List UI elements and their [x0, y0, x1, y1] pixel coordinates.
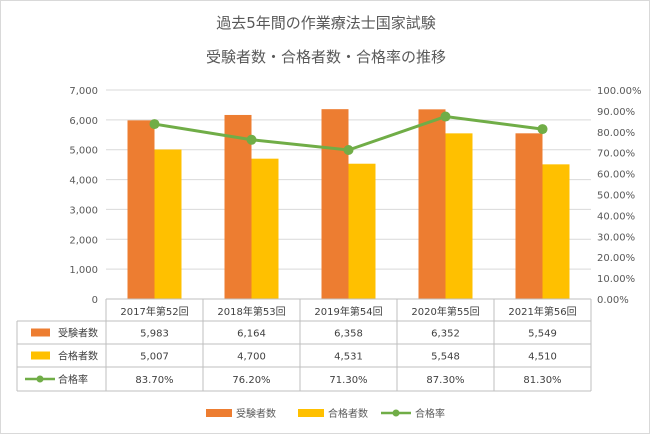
y-right-tick-label: 90.00% — [597, 107, 635, 118]
y-left-tick-label: 1,000 — [69, 265, 98, 276]
rate-point — [440, 111, 451, 122]
y-axis-left: 0 1,000 2,000 3,000 4,000 5,000 6,000 7,000 — [69, 86, 98, 306]
y-right-tick-label: 50.00% — [597, 191, 635, 202]
legend-label: 受験者数 — [236, 407, 276, 420]
y-axis-right: 0.00% 10.00% 20.00% 30.00% 40.00% 50.00% 60.00… — [597, 86, 642, 306]
y-left-tick-label: 2,000 — [69, 235, 98, 246]
bar-passers — [542, 164, 570, 299]
y-right-tick-label: 0.00% — [597, 295, 629, 306]
table-cell: 5,549 — [528, 329, 557, 340]
table-cell: 4,531 — [334, 352, 363, 363]
table-cell: 5,007 — [140, 352, 169, 363]
bar-passers — [251, 158, 279, 299]
y-right-tick-label: 70.00% — [597, 149, 635, 160]
legend-marker — [392, 409, 400, 417]
bar-passers — [154, 149, 182, 299]
y-right-tick-label: 100.00% — [597, 86, 642, 97]
table-cell: 4,510 — [528, 352, 557, 363]
table-key-swatch — [31, 351, 50, 360]
bar-passers — [348, 163, 376, 299]
y-right-tick-label: 40.00% — [597, 211, 635, 222]
table-cell: 6,352 — [431, 329, 460, 340]
legend-swatch — [298, 409, 324, 417]
legend-label: 合格率 — [415, 407, 445, 420]
category-label: 2020年第55回 — [411, 305, 479, 318]
table-cell: 83.70% — [135, 375, 173, 386]
table-cell: 81.30% — [523, 375, 561, 386]
y-right-tick-label: 60.00% — [597, 170, 635, 181]
data-table: 2017年第52回 2018年第53回 2019年第54回 2020年第55回 2021… — [16, 298, 592, 392]
y-left-tick-label: 0 — [92, 295, 98, 306]
bar-passers — [445, 133, 473, 299]
category-label: 2019年第54回 — [314, 305, 382, 318]
table-cell: 5,548 — [431, 352, 460, 363]
table-cell: 71.30% — [329, 375, 367, 386]
y-left-tick-label: 5,000 — [69, 146, 98, 157]
category-label: 2021年第56回 — [508, 305, 576, 318]
y-left-tick-label: 7,000 — [69, 86, 98, 97]
rate-point — [246, 134, 257, 145]
table-cell: 76.20% — [232, 375, 270, 386]
bars — [127, 109, 570, 299]
legend-swatch — [206, 409, 232, 417]
y-right-tick-label: 80.00% — [597, 128, 635, 139]
legend: 受験者数 合格者数 合格率 — [206, 407, 445, 420]
chart-title-line2: 受験者数・合格者数・合格率の推移 — [206, 48, 446, 66]
y-right-tick-label: 10.00% — [597, 274, 635, 285]
bar-examinees — [321, 109, 349, 299]
category-label: 2018年第53回 — [217, 305, 285, 318]
table-key-swatch — [31, 328, 50, 337]
y-left-tick-label: 3,000 — [69, 205, 98, 216]
table-key-marker — [36, 375, 44, 383]
table-cell: 87.30% — [426, 375, 464, 386]
rate-line — [149, 111, 548, 155]
table-series-name: 受験者数 — [58, 327, 98, 340]
rate-point — [149, 119, 160, 130]
table-cell: 4,700 — [237, 352, 266, 363]
bar-examinees — [515, 133, 543, 299]
rate-point — [537, 124, 548, 135]
table-cell: 6,164 — [237, 329, 266, 340]
bar-examinees — [224, 114, 252, 299]
table-cell: 6,358 — [334, 329, 363, 340]
category-label: 2017年第52回 — [120, 305, 188, 318]
legend-label: 合格者数 — [328, 407, 368, 420]
table-cell: 5,983 — [140, 329, 169, 340]
rate-point — [343, 144, 354, 155]
chart-title-line1: 過去5年間の作業療法士国家試験 — [216, 14, 436, 32]
bar-examinees — [418, 109, 446, 299]
table-series-name: 合格率 — [58, 373, 88, 386]
table-series-name: 合格者数 — [58, 350, 98, 363]
bar-examinees — [127, 120, 155, 299]
y-right-tick-label: 30.00% — [597, 232, 635, 243]
y-left-tick-label: 4,000 — [69, 176, 98, 187]
y-right-tick-label: 20.00% — [597, 253, 635, 264]
y-left-tick-label: 6,000 — [69, 116, 98, 127]
